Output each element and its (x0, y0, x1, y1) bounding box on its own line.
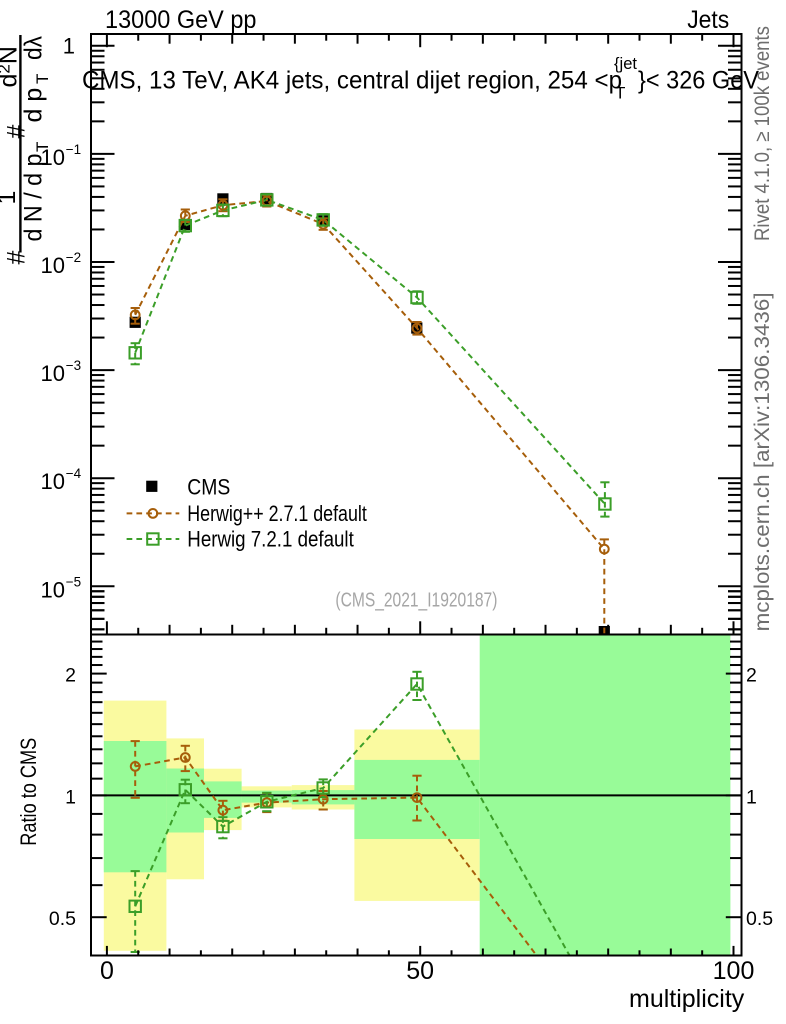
svg-text:}< 326 GeV: }< 326 GeV (638, 67, 759, 95)
svg-text:10: 10 (41, 361, 65, 386)
svg-text:mcplots.cern.ch [arXiv:1306.34: mcplots.cern.ch [arXiv:1306.3436] (751, 292, 774, 631)
svg-text:multiplicity: multiplicity (629, 985, 745, 1013)
svg-text:d p: d p (20, 88, 48, 123)
svg-text:10: 10 (41, 145, 65, 170)
svg-text:1: 1 (0, 191, 21, 205)
svg-text:1: 1 (65, 786, 76, 808)
svg-text:50: 50 (406, 957, 434, 985)
svg-text:2: 2 (746, 665, 757, 687)
svg-text:−3: −3 (66, 358, 81, 373)
svg-text:d N / d p: d N / d p (20, 154, 48, 242)
svg-text:0: 0 (100, 957, 114, 985)
svg-text:0.5: 0.5 (49, 908, 76, 930)
svg-text:Jets: Jets (687, 6, 729, 34)
svg-text:Ratio to CMS: Ratio to CMS (16, 738, 41, 846)
svg-text:10: 10 (41, 577, 65, 602)
svg-text:Herwig++ 2.7.1 default: Herwig++ 2.7.1 default (187, 501, 366, 526)
svg-text:−1: −1 (66, 142, 81, 157)
svg-text:2: 2 (65, 665, 76, 687)
svg-text:CMS, 13 TeV, AK4 jets, central: CMS, 13 TeV, AK4 jets, central dijet reg… (82, 67, 622, 95)
svg-text:Rivet 4.1.0, ≥ 100k events: Rivet 4.1.0, ≥ 100k events (751, 26, 774, 241)
svg-text:−2: −2 (66, 250, 81, 265)
svg-text:T: T (33, 74, 52, 84)
svg-text:T: T (615, 84, 625, 103)
svg-text:1: 1 (746, 786, 757, 808)
svg-text:d2N: d2N (0, 46, 23, 87)
svg-text:#: # (2, 124, 30, 138)
svg-text:−4: −4 (66, 466, 82, 481)
svg-text:1: 1 (63, 34, 75, 59)
svg-text:(CMS_2021_I1920187): (CMS_2021_I1920187) (335, 589, 497, 611)
svg-text:−5: −5 (66, 574, 81, 589)
svg-text:10: 10 (41, 469, 65, 494)
svg-text:Herwig 7.2.1 default: Herwig 7.2.1 default (187, 527, 353, 552)
svg-text:13000 GeV pp: 13000 GeV pp (105, 6, 257, 34)
svg-text:{jet: {jet (614, 54, 637, 73)
svg-text:CMS: CMS (187, 474, 230, 499)
svg-text:#: # (2, 250, 30, 264)
svg-text:100: 100 (713, 957, 755, 985)
svg-text:T: T (33, 142, 52, 152)
svg-text:dλ: dλ (20, 36, 48, 60)
svg-text:0.5: 0.5 (746, 908, 773, 930)
svg-text:10: 10 (41, 253, 65, 278)
